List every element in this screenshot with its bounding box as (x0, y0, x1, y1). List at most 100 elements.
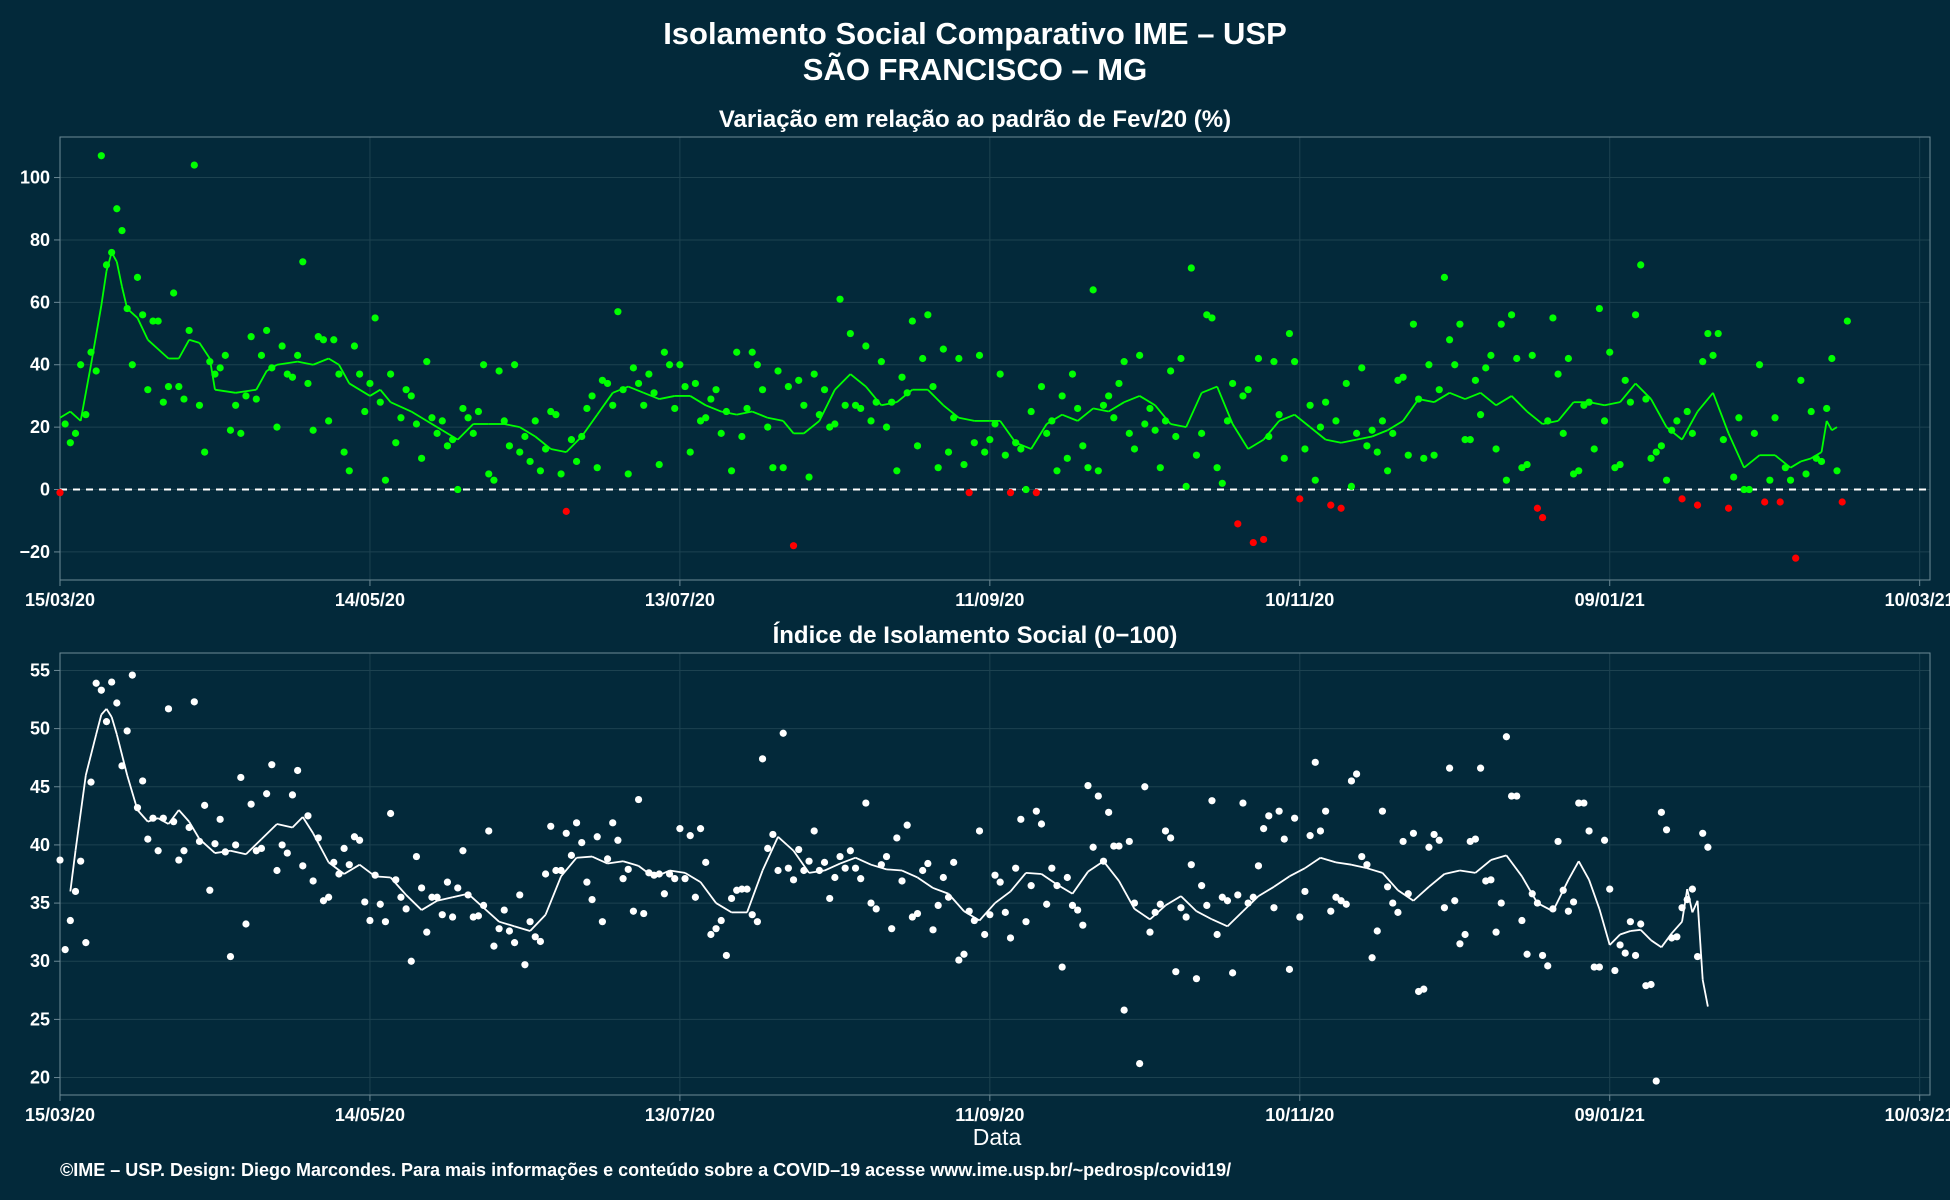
moving-average-segment (297, 360, 314, 366)
data-point (1151, 908, 1159, 916)
moving-average-segment (1201, 385, 1218, 394)
data-point (232, 401, 240, 409)
data-point (314, 834, 322, 842)
data-point (562, 829, 570, 837)
data-point (294, 351, 302, 359)
data-point (758, 755, 767, 763)
data-point (263, 326, 271, 335)
data-point (1823, 404, 1831, 413)
data-point (686, 448, 694, 456)
data-point (975, 351, 984, 359)
data-point (696, 825, 705, 833)
data-point (412, 420, 421, 428)
data-point (614, 836, 622, 844)
moving-average-segment (1588, 879, 1601, 910)
data-point (851, 401, 860, 409)
data-point (1404, 890, 1412, 898)
moving-average-segment (581, 414, 598, 438)
data-point (1420, 985, 1428, 993)
data-point (1177, 354, 1185, 363)
moving-average-segment (1387, 420, 1404, 432)
data-point (1719, 436, 1727, 444)
data-point (1724, 504, 1733, 512)
moving-average-segment (390, 401, 412, 413)
data-point (257, 351, 266, 359)
data-point (1161, 827, 1170, 835)
data-point (1699, 829, 1707, 837)
moving-average-segment (1102, 860, 1120, 882)
y-tick-label: −20 (19, 542, 50, 562)
data-point (278, 841, 286, 849)
moving-average-segment (115, 734, 129, 776)
data-point (1316, 827, 1325, 835)
data-point (1771, 414, 1779, 422)
data-point (743, 404, 751, 413)
data-point (572, 819, 581, 827)
data-point (469, 429, 477, 437)
data-point (536, 467, 545, 475)
data-point (407, 957, 415, 965)
moving-average-segment (1825, 420, 1833, 431)
moving-average-segment (1030, 423, 1048, 450)
data-point (118, 762, 126, 770)
data-point (1817, 457, 1826, 466)
data-point (1161, 417, 1170, 425)
data-point (882, 423, 891, 431)
data-point (195, 837, 204, 846)
data-point (402, 386, 410, 394)
data-point (1549, 314, 1557, 322)
data-point (170, 289, 178, 297)
data-point (1012, 864, 1020, 872)
data-point (1099, 401, 1108, 409)
data-point (1595, 304, 1603, 313)
moving-average-segment (1247, 438, 1265, 450)
data-point (650, 389, 658, 397)
data-point (139, 777, 147, 785)
data-point (1389, 899, 1397, 907)
data-point (1275, 411, 1283, 419)
data-point (1342, 900, 1350, 908)
data-point (567, 851, 576, 859)
moving-average-segment (1552, 879, 1570, 912)
data-point (919, 866, 927, 875)
data-point (1156, 464, 1164, 472)
moving-average-segment (59, 410, 71, 419)
data-point (1451, 361, 1459, 369)
data-point (629, 364, 637, 372)
data-point (1280, 454, 1288, 462)
data-point (154, 317, 162, 325)
moving-average-segment (69, 850, 77, 892)
chart-subtitle: SÃO FRANCISCO – MG (803, 52, 1147, 87)
moving-average-segment (782, 420, 795, 434)
moving-average-segment (1696, 900, 1704, 980)
data-point (1668, 426, 1676, 434)
data-point (691, 893, 699, 901)
data-point (1559, 886, 1567, 894)
moving-average-segment (1289, 867, 1306, 878)
x-tick-label: 09/01/21 (1575, 590, 1645, 610)
data-point (1115, 379, 1123, 388)
data-point (164, 382, 173, 391)
data-point (1600, 417, 1609, 425)
data-point (1688, 429, 1696, 437)
data-point (1585, 398, 1593, 406)
data-point (1322, 398, 1330, 406)
data-point (1683, 895, 1691, 904)
data-point (640, 401, 648, 409)
moving-average-segment (1495, 395, 1513, 407)
data-point (795, 376, 803, 384)
moving-average-segment (1604, 401, 1621, 407)
plot-frame (59, 136, 1931, 581)
data-point (939, 873, 947, 882)
data-point (619, 875, 627, 883)
data-point (712, 925, 720, 933)
data-point (547, 822, 555, 830)
data-point (1244, 899, 1252, 907)
data-point (1048, 864, 1056, 872)
data-point (1518, 916, 1526, 925)
data-point (371, 314, 379, 322)
data-point (159, 814, 167, 822)
data-point (800, 866, 808, 875)
data-point (1063, 454, 1071, 462)
moving-average-segment (457, 423, 474, 441)
